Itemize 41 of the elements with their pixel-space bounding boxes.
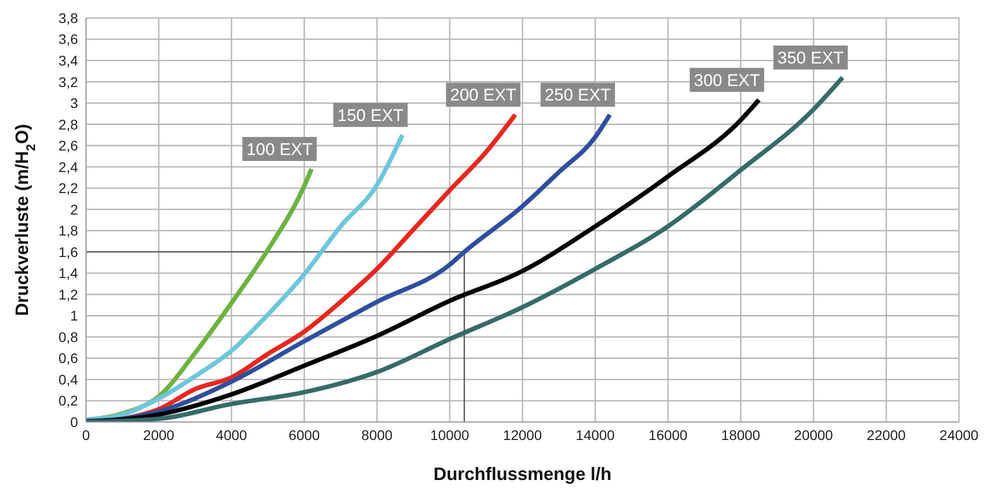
y-tick-label: 1,4 [58, 265, 78, 282]
y-tick-label: 3,2 [58, 74, 78, 90]
x-tick-label: 22000 [866, 426, 906, 443]
x-tick-label: 24000 [940, 426, 979, 443]
x-tick-label: 10000 [430, 426, 470, 443]
y-tick-label: 1,6 [58, 244, 78, 260]
y-tick-label: 1,2 [58, 286, 78, 302]
x-tick-label: 16000 [648, 426, 688, 443]
x-tick-label: 14000 [576, 426, 615, 443]
series-label: 350 EXT [778, 48, 844, 68]
series-label: 100 EXT [246, 140, 313, 159]
series-label: 200 EXT [450, 86, 516, 105]
y-tick-label: 0,8 [58, 328, 78, 345]
x-tick-label: 8000 [361, 426, 393, 443]
series-label: 150 EXT [337, 106, 404, 125]
y-tick-label: 0,4 [58, 371, 78, 388]
x-tick-label: 0 [82, 426, 90, 443]
x-tick-label: 20000 [794, 426, 834, 443]
y-tick-label: 0 [70, 414, 78, 430]
x-tick-label: 6000 [288, 426, 320, 443]
x-tick-label: 4000 [216, 426, 248, 443]
y-tick-label: 1,8 [58, 222, 78, 239]
x-tick-label: 12000 [503, 426, 542, 443]
y-tick-label: 1 [70, 308, 78, 324]
y-tick-label: 2,6 [58, 138, 78, 154]
y-tick-label: 0,2 [58, 392, 78, 409]
line-series [86, 75, 845, 422]
x-axis-title: Durchflussmenge l/h [433, 464, 612, 484]
x-tick-label: 2000 [143, 426, 175, 443]
y-tick-label: 2,2 [58, 180, 78, 196]
y-tick-label: 2,8 [58, 116, 78, 132]
y-tick-label: 3,4 [58, 52, 78, 68]
y-tick-label: 0,6 [58, 350, 78, 366]
series-label: 250 EXT [544, 86, 611, 105]
y-tick-label: 3 [70, 95, 78, 112]
y-tick-label: 2,4 [58, 158, 78, 175]
y-tick-label: 3,6 [58, 31, 78, 48]
x-tick-label: 18000 [721, 426, 760, 443]
y-tick-label: 3,8 [58, 10, 78, 26]
series-label: 300 EXT [694, 70, 760, 90]
y-tick-label: 2 [70, 201, 78, 218]
